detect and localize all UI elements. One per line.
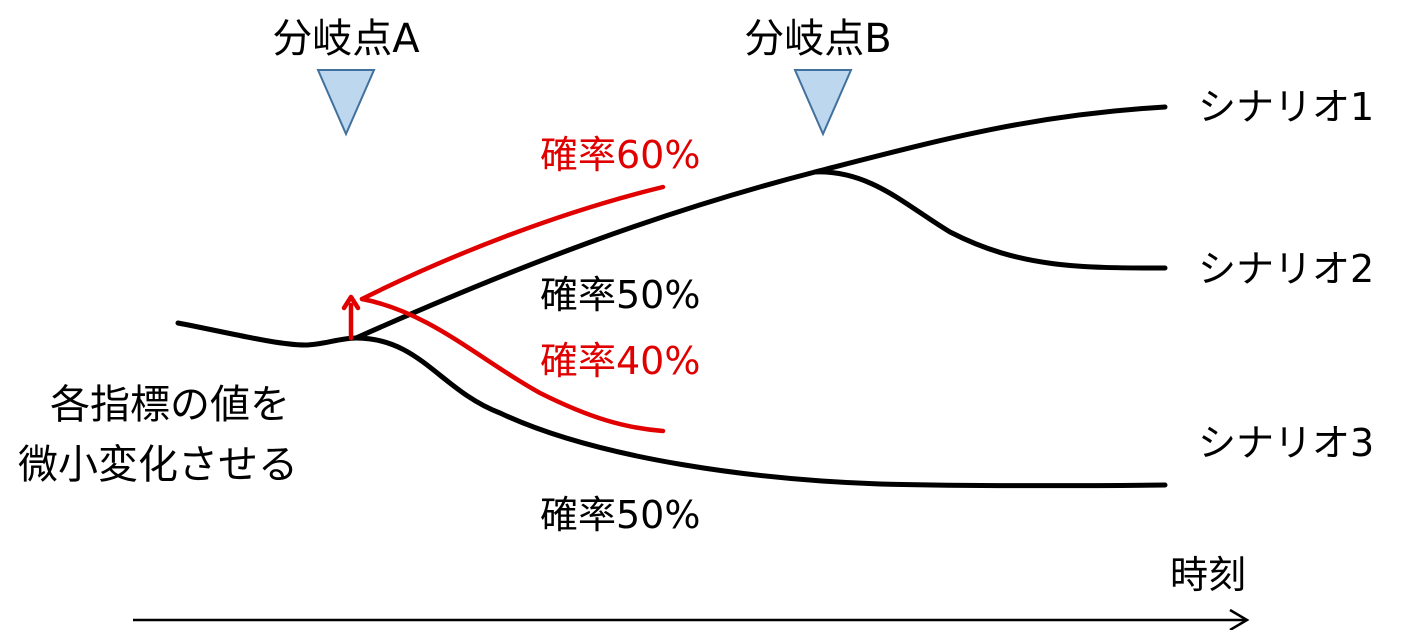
branch-point-b-label: 分岐点B [744,16,891,62]
perturbation-note-line-2: 微小変化させる [18,442,298,488]
scenario-3-label: シナリオ3 [1198,421,1374,465]
probability-60-label: 確率60% [540,133,700,177]
time-axis [133,608,1250,630]
perturbed-path-upper [359,184,666,302]
branch-point-a-label: 分岐点A [272,16,420,62]
branch-point-b-marker [793,69,853,137]
perturbed-path-lower [359,296,666,434]
base-path-upper [353,104,1168,341]
perturbed-trajectory [341,184,666,434]
scenario-1-label: シナリオ1 [1198,85,1374,129]
probability-50-lower-label: 確率50% [540,493,700,537]
probability-40-label: 確率40% [540,339,700,383]
time-axis-arrowhead [1229,608,1250,630]
base-path-scenario-2 [812,169,1168,271]
perturbation-note-line-1: 各指標の値を [50,382,290,428]
time-axis-label: 時刻 [1170,553,1246,597]
perturbation-arrow-head [341,294,361,311]
base-trajectory [175,104,1168,489]
probability-50-upper-label: 確率50% [540,273,700,317]
branch-point-a-marker [316,69,376,137]
scenario-2-label: シナリオ2 [1198,247,1374,291]
base-path-initial [175,320,359,348]
base-path-lower [353,335,1168,489]
